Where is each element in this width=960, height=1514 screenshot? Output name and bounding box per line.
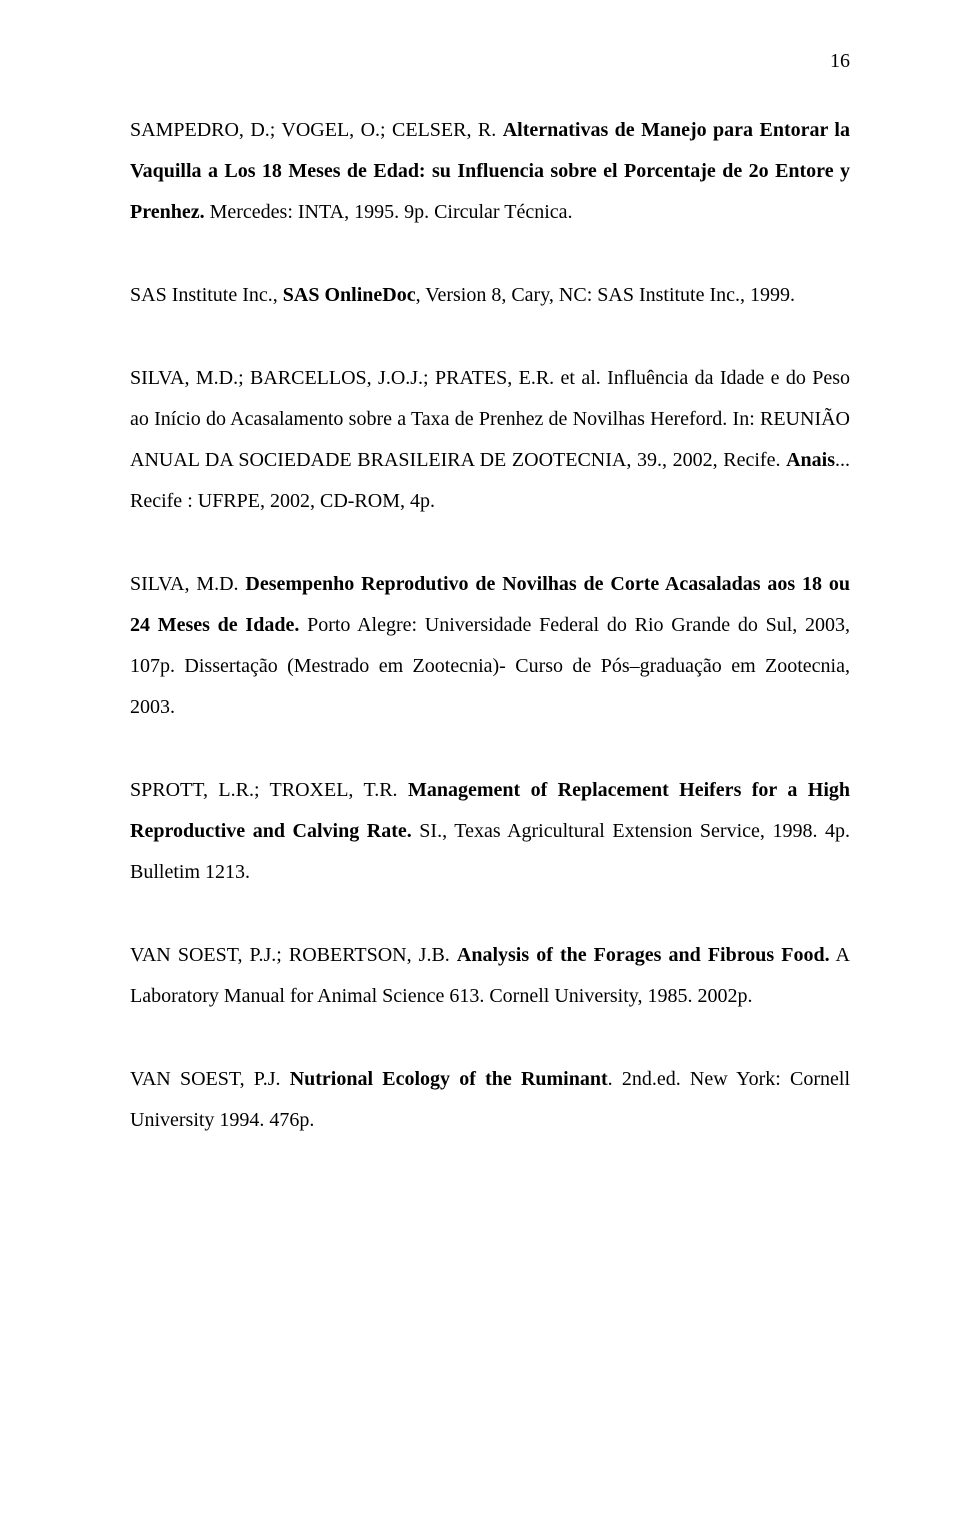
ref-text: SPROTT, L.R.; TROXEL, T.R. [130,779,408,801]
page-number: 16 [830,50,850,73]
reference-entry: SAMPEDRO, D.; VOGEL, O.; CELSER, R. Alte… [130,110,850,233]
ref-text: SAMPEDRO, D.; VOGEL, O.; CELSER, R. [130,119,503,141]
ref-text: SILVA, M.D.; BARCELLOS, J.O.J.; PRATES, … [130,367,850,471]
ref-text: SAS Institute Inc., [130,284,283,306]
ref-text: , Version 8, Cary, NC: SAS Institute Inc… [416,284,795,306]
ref-title: Anais [786,449,835,471]
reference-entry: VAN SOEST, P.J. Nutrional Ecology of the… [130,1059,850,1141]
ref-title: Analysis of the Forages and Fibrous Food… [457,944,830,966]
reference-entry: VAN SOEST, P.J.; ROBERTSON, J.B. Analysi… [130,935,850,1017]
reference-entry: SPROTT, L.R.; TROXEL, T.R. Management of… [130,770,850,893]
ref-text: SILVA, M.D. [130,573,245,595]
reference-entry: SILVA, M.D.; BARCELLOS, J.O.J.; PRATES, … [130,358,850,522]
ref-text: VAN SOEST, P.J.; ROBERTSON, J.B. [130,944,457,966]
references-section: SAMPEDRO, D.; VOGEL, O.; CELSER, R. Alte… [130,110,850,1141]
reference-entry: SAS Institute Inc., SAS OnlineDoc, Versi… [130,275,850,316]
ref-title: Nutrional Ecology of the Ruminant [290,1068,608,1090]
ref-title: SAS OnlineDoc [283,284,416,306]
ref-text: Mercedes: INTA, 1995. 9p. Circular Técni… [205,201,573,223]
page: 16 SAMPEDRO, D.; VOGEL, O.; CELSER, R. A… [0,0,960,1514]
reference-entry: SILVA, M.D. Desempenho Reprodutivo de No… [130,564,850,728]
ref-text: VAN SOEST, P.J. [130,1068,290,1090]
